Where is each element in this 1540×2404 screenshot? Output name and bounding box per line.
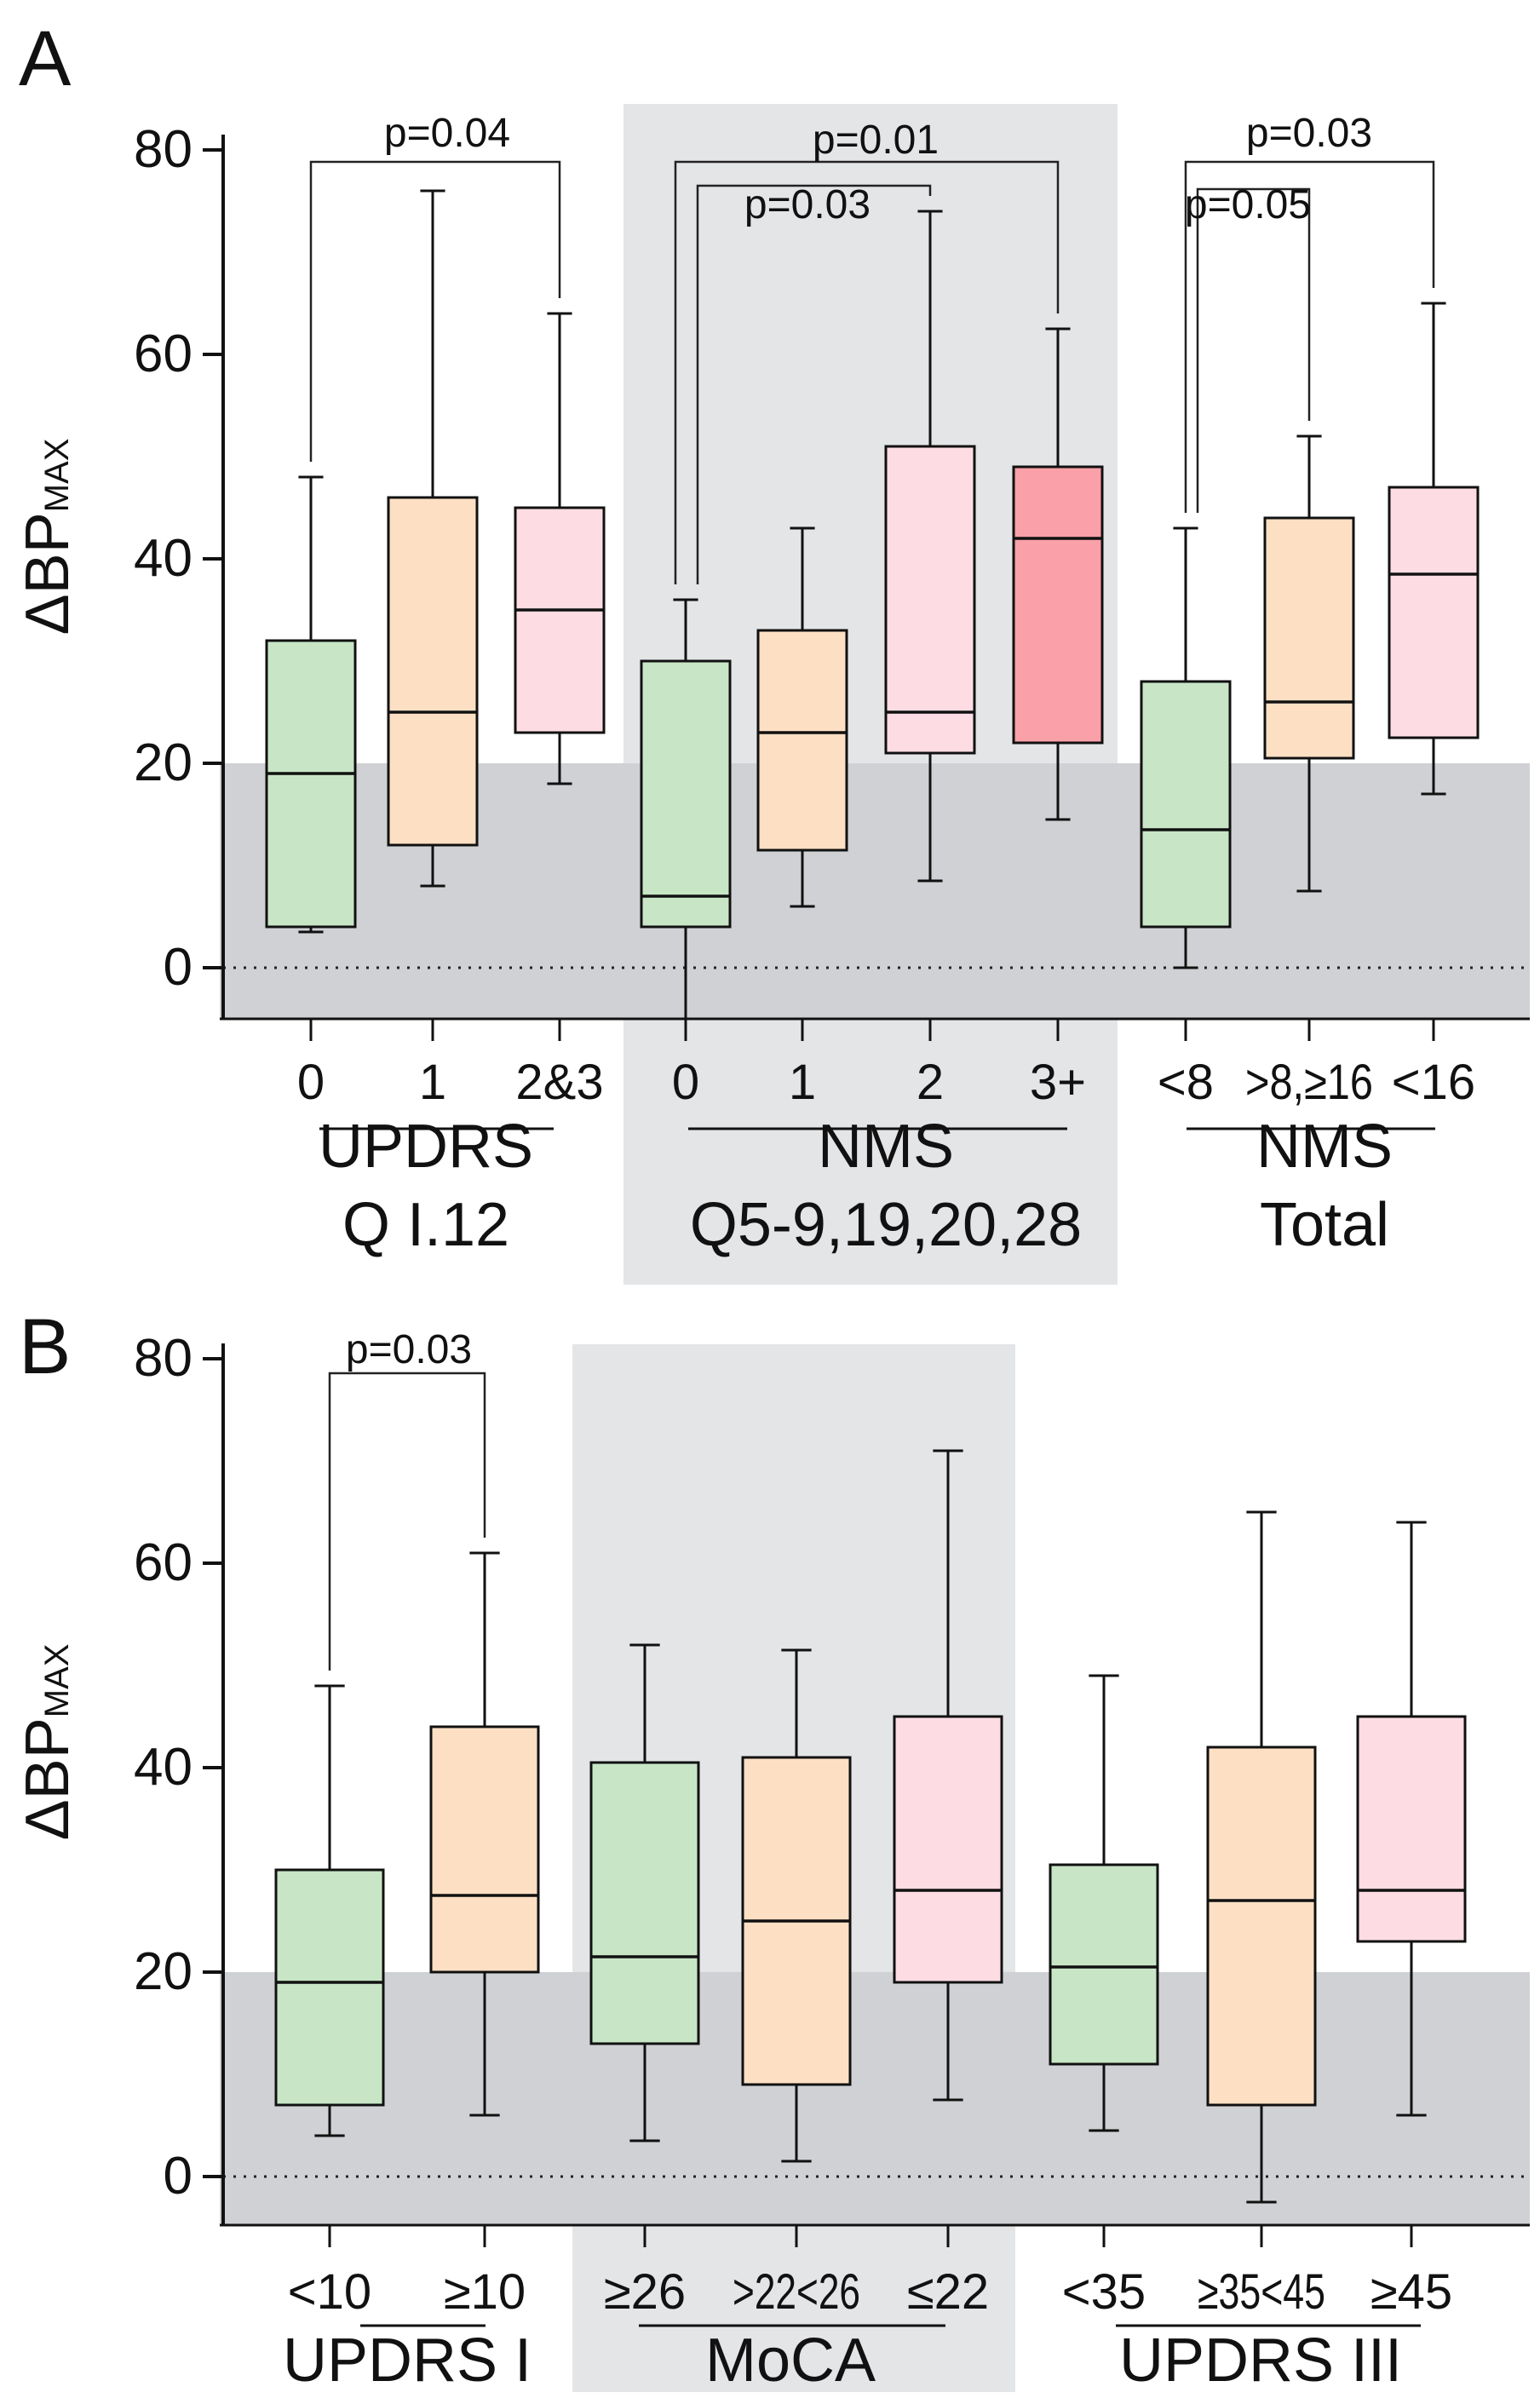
x-category-label: <35 <box>1062 2264 1146 2320</box>
x-category-label: 2 <box>917 1055 944 1110</box>
significance-label: p=0.03 <box>1246 111 1372 156</box>
x-category-label: >22<26 <box>733 2264 860 2320</box>
x-category-label: 1 <box>789 1055 816 1110</box>
box-body <box>756 629 848 852</box>
x-category-label: 0 <box>297 1055 325 1110</box>
y-tick-label: 80 <box>134 120 192 179</box>
group-label: NMS <box>1256 1113 1393 1181</box>
group-label: UPDRS III <box>1119 2326 1402 2395</box>
y-axis-title-main: ΔBP <box>14 512 82 635</box>
y-tick-label: 0 <box>164 2147 192 2206</box>
x-category-label: 3+ <box>1030 1055 1086 1110</box>
x-category-label: 2&3 <box>515 1055 603 1110</box>
box-body <box>514 506 606 734</box>
y-tick-label: 0 <box>164 938 192 997</box>
x-category-label: ≥10 <box>444 2264 526 2320</box>
box-body <box>387 496 479 847</box>
x-category-label: ≥35<45 <box>1198 2264 1325 2320</box>
x-category-label: <16 <box>1392 1055 1475 1110</box>
y-tick-label: 20 <box>134 1942 192 2001</box>
box-body <box>589 1761 700 2045</box>
x-category-label: <10 <box>288 2264 371 2320</box>
y-axis-title-subscript: MAX <box>38 439 76 513</box>
group-label: UPDRS I <box>283 2326 532 2395</box>
box-body <box>1049 1863 1159 2066</box>
box-body <box>1206 1745 1317 2107</box>
group-label: UPDRS <box>319 1113 533 1181</box>
box-body <box>1263 516 1355 760</box>
box-body <box>893 1715 1003 1984</box>
significance-bracket <box>328 1372 486 1671</box>
y-axis-title: ΔBPMAX <box>14 439 82 636</box>
y-axis-title-main: ΔBP <box>14 1717 82 1840</box>
significance-label: p=0.04 <box>384 111 510 156</box>
significance-label: p=0.03 <box>744 182 871 227</box>
x-category-label: <8 <box>1158 1055 1214 1110</box>
y-axis-title-subscript: MAX <box>38 1644 76 1718</box>
box-body <box>274 1868 385 2107</box>
group-label: Q5-9,19,20,28 <box>690 1191 1082 1259</box>
x-category-label: ≥26 <box>604 2264 686 2320</box>
significance-label: p=0.03 <box>346 1327 472 1372</box>
y-tick-label: 40 <box>134 1738 192 1797</box>
box-body <box>1140 680 1232 929</box>
panel-label: B <box>19 1303 71 1390</box>
y-axis-title: ΔBPMAX <box>14 1644 82 1841</box>
significance-bracket <box>674 160 1060 584</box>
threshold-band <box>220 1972 1530 2225</box>
x-category-label: 0 <box>672 1055 699 1110</box>
y-tick-label: 20 <box>134 733 192 792</box>
box-body <box>884 445 976 755</box>
panel-label: A <box>19 15 72 102</box>
x-category-label: ≥45 <box>1370 2264 1452 2320</box>
panel-b: 0 20 40 60 80 ΔBPMAX <10 ≥10 UPDRS I ≥26 >22<26 ≤22… <box>14 1303 1530 2395</box>
significance-label: p=0.05 <box>1185 182 1311 227</box>
group-label: Q I.12 <box>342 1191 509 1259</box>
box-body <box>429 1725 540 1974</box>
x-category-label: >8,≥16 <box>1245 1055 1373 1110</box>
group-label: NMS <box>818 1113 954 1181</box>
significance-bracket <box>309 160 561 462</box>
x-category-label: 1 <box>419 1055 446 1110</box>
box-body <box>265 639 357 929</box>
box-body <box>640 659 732 929</box>
y-tick-label: 40 <box>134 529 192 588</box>
group-label: Total <box>1260 1191 1389 1259</box>
significance-bracket <box>696 184 932 584</box>
significance-bracket <box>1184 160 1435 513</box>
group-label: MoCA <box>705 2326 876 2395</box>
box-body <box>1356 1715 1467 1943</box>
y-tick-label: 80 <box>134 1329 192 1388</box>
box-body <box>1388 486 1480 739</box>
box-body <box>1012 465 1104 745</box>
significance-label: p=0.01 <box>813 118 939 163</box>
x-category-label: ≤22 <box>907 2264 989 2320</box>
significance-bracket <box>1196 187 1311 513</box>
y-tick-label: 60 <box>134 325 192 383</box>
y-tick-label: 60 <box>134 1533 192 1592</box>
